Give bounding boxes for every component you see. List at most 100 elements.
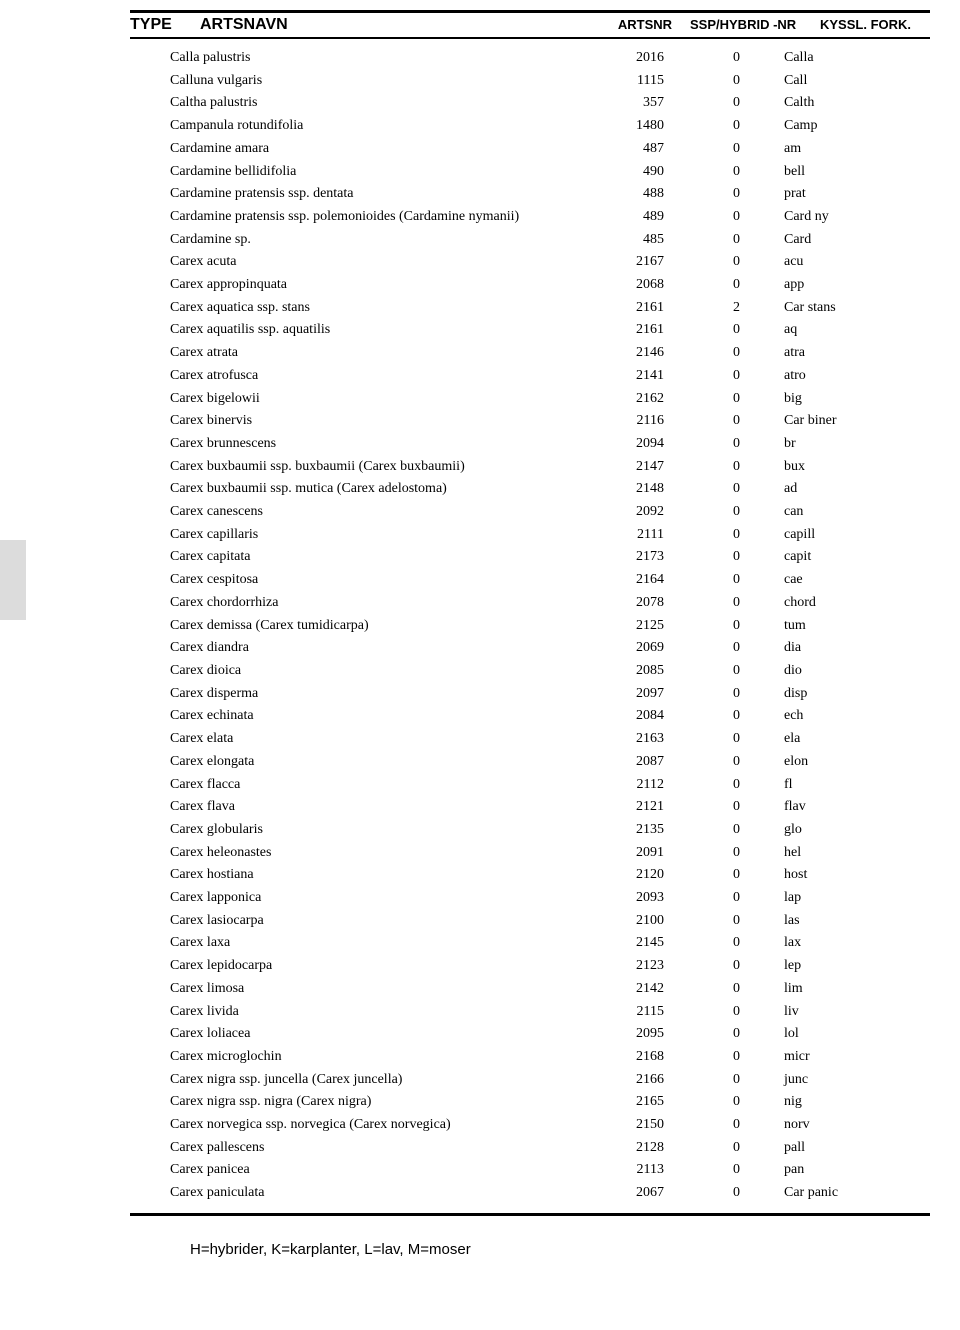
cell-kyssl: hel (784, 842, 894, 865)
cell-kyssl: lap (784, 887, 894, 910)
cell-artsnavn: Carex aquatilis ssp. aquatilis (170, 319, 590, 342)
cell-artsnr: 2016 (590, 47, 664, 70)
table-row: Carex capillaris21110capill (170, 524, 930, 547)
cell-artsnavn: Carex microglochin (170, 1046, 590, 1069)
cell-artsnr: 2168 (590, 1046, 664, 1069)
table-row: Carex pallescens21280pall (170, 1137, 930, 1160)
cell-artsnavn: Carex disperma (170, 683, 590, 706)
cell-artsnavn: Carex lepidocarpa (170, 955, 590, 978)
cell-artsnr: 485 (590, 229, 664, 252)
cell-kyssl: can (784, 501, 894, 524)
cell-artsnavn: Carex echinata (170, 705, 590, 728)
cell-kyssl: Calla (784, 47, 894, 70)
cell-artsnavn: Carex chordorrhiza (170, 592, 590, 615)
cell-artsnavn: Carex norvegica ssp. norvegica (Carex no… (170, 1114, 590, 1137)
cell-artsnavn: Carex diandra (170, 637, 590, 660)
cell-ssp: 0 (664, 365, 784, 388)
table-row: Carex buxbaumii ssp. mutica (Carex adelo… (170, 478, 930, 501)
cell-kyssl: ech (784, 705, 894, 728)
table-header-bar: TYPE ARTSNAVN ARTSNR SSP/HYBRID -NR KYSS… (130, 10, 930, 39)
cell-artsnavn: Carex capitata (170, 546, 590, 569)
cell-kyssl: capit (784, 546, 894, 569)
cell-kyssl: tum (784, 615, 894, 638)
cell-artsnr: 2100 (590, 910, 664, 933)
table-row: Carex lapponica20930lap (170, 887, 930, 910)
table-row: Carex echinata20840ech (170, 705, 930, 728)
cell-kyssl: app (784, 274, 894, 297)
cell-artsnr: 2128 (590, 1137, 664, 1160)
cell-artsnavn: Carex livida (170, 1001, 590, 1024)
cell-artsnavn: Carex buxbaumii ssp. buxbaumii (Carex bu… (170, 456, 590, 479)
cell-kyssl: dia (784, 637, 894, 660)
cell-ssp: 0 (664, 864, 784, 887)
cell-artsnavn: Cardamine bellidifolia (170, 161, 590, 184)
cell-artsnavn: Carex elata (170, 728, 590, 751)
cell-kyssl: fl (784, 774, 894, 797)
cell-artsnr: 2141 (590, 365, 664, 388)
cell-artsnr: 489 (590, 206, 664, 229)
table-row: Carex atrofusca21410atro (170, 365, 930, 388)
cell-kyssl: bux (784, 456, 894, 479)
cell-artsnr: 2093 (590, 887, 664, 910)
header-type: TYPE (130, 16, 200, 34)
cell-ssp: 0 (664, 1091, 784, 1114)
cell-kyssl: Card ny (784, 206, 894, 229)
cell-kyssl: ela (784, 728, 894, 751)
table-row: Calluna vulgaris11150Call (170, 70, 930, 93)
cell-artsnavn: Carex heleonastes (170, 842, 590, 865)
cell-artsnavn: Carex panicea (170, 1159, 590, 1182)
table-row: Carex disperma20970disp (170, 683, 930, 706)
table-row: Carex appropinquata20680app (170, 274, 930, 297)
cell-kyssl: atra (784, 342, 894, 365)
cell-artsnr: 2125 (590, 615, 664, 638)
cell-kyssl: norv (784, 1114, 894, 1137)
table-row: Carex aquatilis ssp. aquatilis21610aq (170, 319, 930, 342)
cell-artsnavn: Calla palustris (170, 47, 590, 70)
cell-artsnr: 2161 (590, 319, 664, 342)
table-row: Calla palustris20160Calla (170, 47, 930, 70)
cell-ssp: 0 (664, 342, 784, 365)
cell-ssp: 0 (664, 1137, 784, 1160)
cell-artsnavn: Campanula rotundifolia (170, 115, 590, 138)
table-row: Carex heleonastes20910hel (170, 842, 930, 865)
table-footer-bar (130, 1213, 930, 1217)
cell-ssp: 0 (664, 501, 784, 524)
cell-artsnavn: Carex globularis (170, 819, 590, 842)
cell-ssp: 0 (664, 138, 784, 161)
cell-ssp: 0 (664, 546, 784, 569)
cell-artsnr: 357 (590, 92, 664, 115)
cell-ssp: 0 (664, 569, 784, 592)
cell-artsnr: 2095 (590, 1023, 664, 1046)
cell-ssp: 0 (664, 1182, 784, 1205)
cell-artsnavn: Carex lasiocarpa (170, 910, 590, 933)
cell-ssp: 0 (664, 819, 784, 842)
header-ssp: SSP/HYBRID -NR (690, 17, 820, 32)
cell-artsnr: 2165 (590, 1091, 664, 1114)
table-row: Carex lasiocarpa21000las (170, 910, 930, 933)
cell-ssp: 0 (664, 842, 784, 865)
cell-kyssl: bell (784, 161, 894, 184)
table-row: Carex capitata21730capit (170, 546, 930, 569)
cell-artsnr: 2084 (590, 705, 664, 728)
table-row: Carex cespitosa21640cae (170, 569, 930, 592)
cell-artsnavn: Cardamine amara (170, 138, 590, 161)
cell-artsnr: 2123 (590, 955, 664, 978)
table-row: Carex microglochin21680micr (170, 1046, 930, 1069)
cell-ssp: 0 (664, 751, 784, 774)
cell-kyssl: nig (784, 1091, 894, 1114)
cell-artsnr: 2150 (590, 1114, 664, 1137)
cell-artsnavn: Carex cespitosa (170, 569, 590, 592)
cell-artsnavn: Carex atrata (170, 342, 590, 365)
cell-ssp: 0 (664, 115, 784, 138)
cell-artsnr: 2147 (590, 456, 664, 479)
cell-ssp: 0 (664, 1023, 784, 1046)
cell-kyssl: lol (784, 1023, 894, 1046)
cell-ssp: 0 (664, 978, 784, 1001)
cell-artsnavn: Carex flacca (170, 774, 590, 797)
cell-artsnr: 2091 (590, 842, 664, 865)
cell-kyssl: atro (784, 365, 894, 388)
cell-artsnr: 2142 (590, 978, 664, 1001)
cell-ssp: 0 (664, 1159, 784, 1182)
table-row: Carex diandra20690dia (170, 637, 930, 660)
cell-artsnavn: Carex lapponica (170, 887, 590, 910)
